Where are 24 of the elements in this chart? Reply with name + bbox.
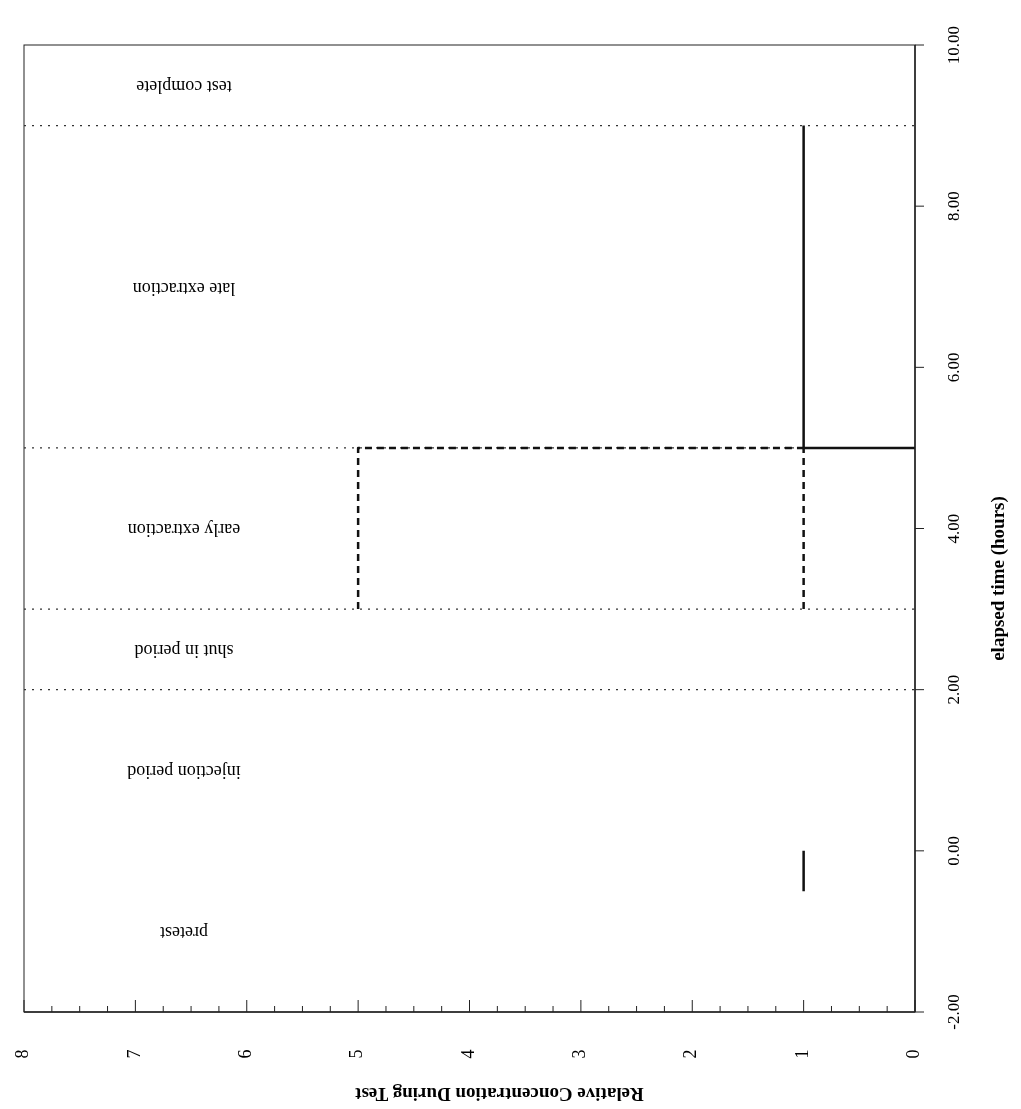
- x-tick-label: 2: [680, 1049, 701, 1059]
- y-axis-title: elapsed time (hours): [987, 496, 1010, 661]
- y-tick-label: -2.00: [943, 994, 963, 1030]
- x-tick-label: 3: [569, 1049, 589, 1059]
- x-tick-label: 6: [234, 1049, 255, 1059]
- annotation: pretest: [160, 923, 208, 944]
- y-tick-label: 2.00: [943, 674, 963, 705]
- annotation: test complete: [136, 77, 232, 98]
- x-tick-label: 0: [903, 1049, 924, 1059]
- x-tick-label: 4: [457, 1049, 478, 1059]
- y-tick-label: 0.00: [943, 835, 963, 866]
- x-tick-label: 5: [346, 1049, 367, 1059]
- x-tick-label: 7: [123, 1049, 144, 1059]
- annotation: injection period: [127, 762, 241, 783]
- y-tick-label: 4.00: [943, 513, 963, 544]
- annotation: late extraction: [132, 278, 236, 299]
- annotation: shut in period: [134, 641, 234, 662]
- x-tick-label: 8: [12, 1049, 33, 1059]
- x-axis-title: Relative Concentration During Test: [354, 1083, 644, 1105]
- y-tick-label: 6.00: [943, 352, 963, 383]
- x-tick-label: 1: [791, 1049, 812, 1059]
- y-tick-label: 8.00: [943, 191, 963, 222]
- annotation: early extraction: [127, 520, 241, 541]
- y-tick-label: 10.00: [943, 25, 963, 65]
